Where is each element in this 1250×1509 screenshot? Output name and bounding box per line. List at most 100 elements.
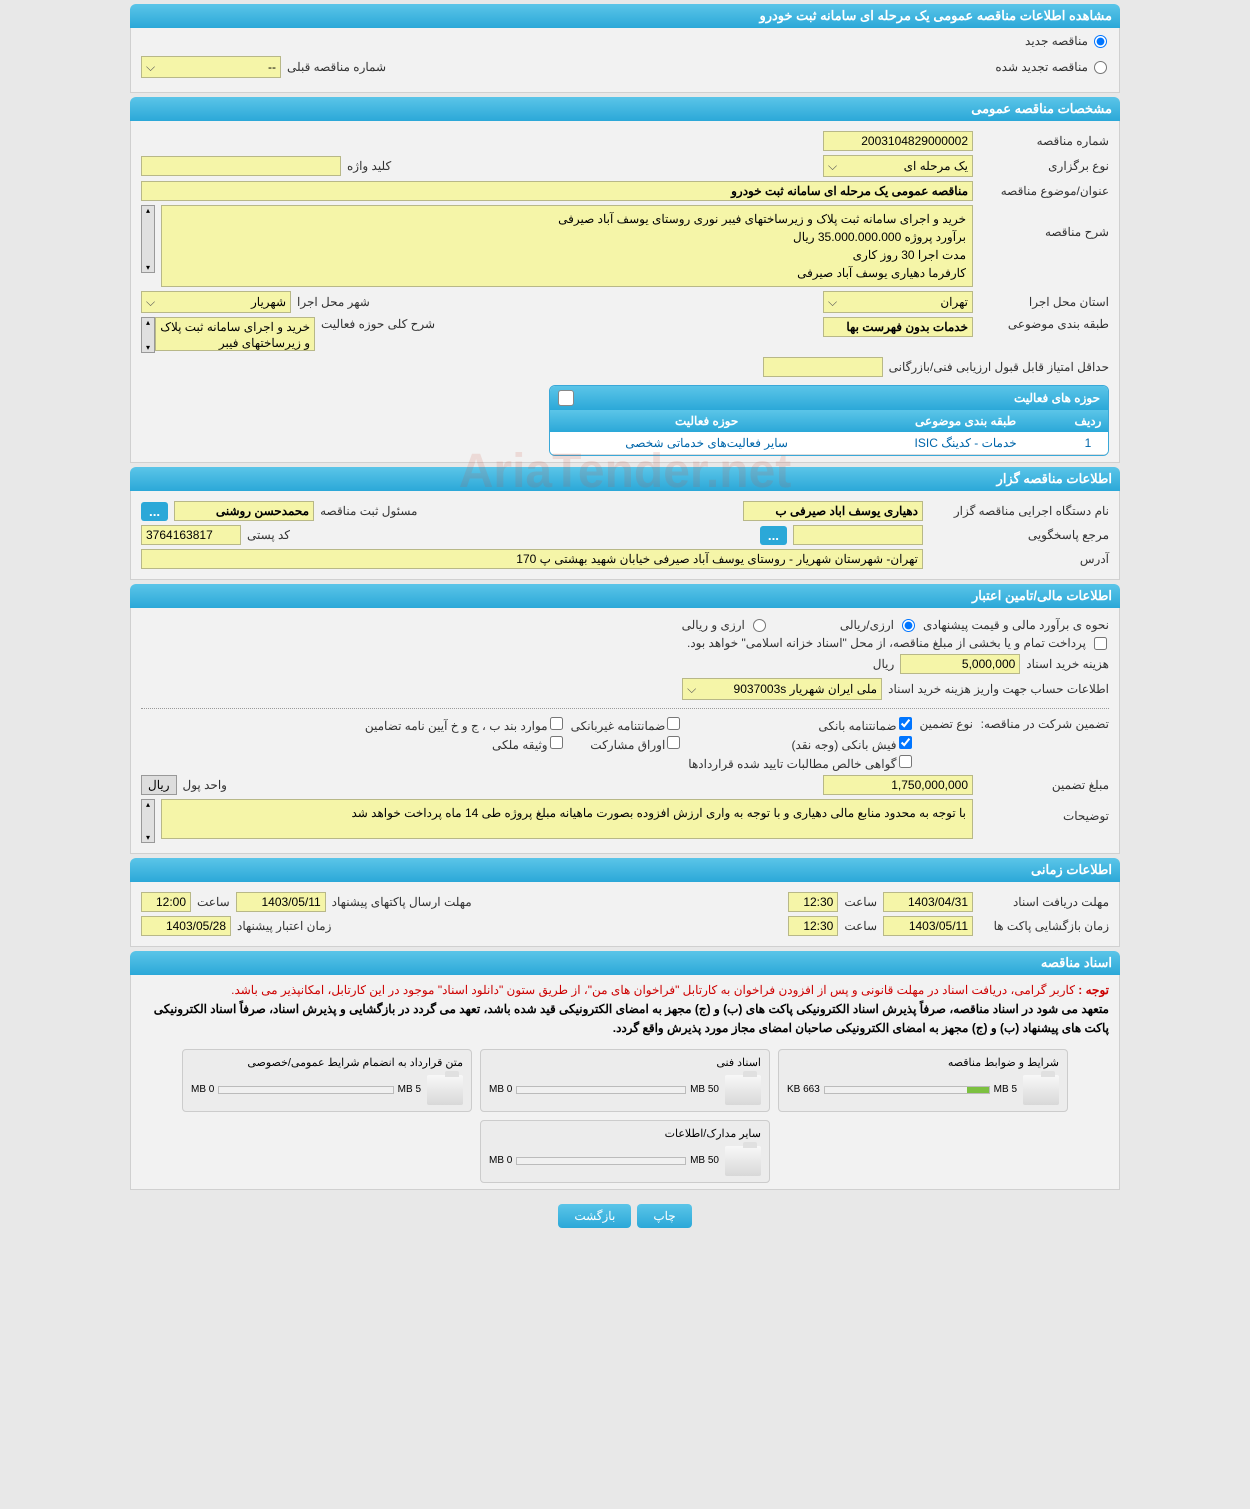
- time-label-2: ساعت: [197, 895, 230, 909]
- tender-no-field: 2003104829000002: [823, 131, 973, 151]
- payment-note-label: پرداخت تمام و یا بخشی از مبلغ مناقصه، از…: [687, 636, 1086, 650]
- cb-property[interactable]: [550, 736, 563, 749]
- est-method-label: نحوه ی برآورد مالی و قیمت پیشنهادی: [923, 618, 1109, 632]
- province-select[interactable]: تهران: [823, 291, 973, 313]
- keyword-field[interactable]: [141, 156, 341, 176]
- desc-label: شرح مناقصه: [979, 205, 1109, 239]
- postal-label: کد پستی: [247, 528, 290, 542]
- guarantee-label: تضمین شرکت در مناقصه:: [979, 717, 1109, 731]
- activity-scrollbar[interactable]: ▴▾: [141, 317, 155, 353]
- radio-rial-label: ارزی/ریالی: [840, 618, 894, 632]
- contact-lookup-button[interactable]: ...: [760, 526, 787, 545]
- doc-used: 0 MB: [191, 1084, 214, 1095]
- cb-cash[interactable]: [899, 736, 912, 749]
- section-issuer-header: اطلاعات مناقصه گزار: [130, 467, 1120, 491]
- doc-total: 50 MB: [690, 1155, 719, 1166]
- radio-renewed-tender[interactable]: [1094, 61, 1107, 74]
- back-button[interactable]: بازگشت: [558, 1204, 631, 1228]
- validity-date: 1403/05/28: [141, 916, 231, 936]
- opening-label: زمان بازگشایی پاکت ها: [979, 919, 1109, 933]
- activity-desc-label: شرح کلی حوزه فعالیت: [321, 317, 435, 331]
- cb-bonds[interactable]: [667, 736, 680, 749]
- opening-time: 12:30: [788, 916, 838, 936]
- print-button[interactable]: چاپ: [637, 1204, 691, 1228]
- currency-unit-label: واحد پول: [183, 778, 227, 792]
- receipt-time: 12:30: [788, 892, 838, 912]
- currency-unit-value: ریال: [141, 775, 177, 795]
- org-field: دهیاری یوسف اباد صیرفی ب: [743, 501, 923, 521]
- city-select[interactable]: شهریار: [141, 291, 291, 313]
- guarantee-type-label: نوع تضمین: [920, 717, 973, 731]
- subject-label: عنوان/موضوع مناقصه: [979, 184, 1109, 198]
- category-field: خدمات بدون فهرست بها: [823, 317, 973, 337]
- cb-clauses-label: موارد بند ب ، ج و خ آیین نامه تضامین: [365, 719, 548, 733]
- progress-bar: [516, 1086, 686, 1094]
- radio-new-tender[interactable]: [1094, 35, 1107, 48]
- cell-activity: سایر فعالیت‌های خدماتی شخصی: [550, 432, 863, 455]
- doc-cost-field: 5,000,000: [900, 654, 1020, 674]
- reg-resp-field: محمدحسن روشنی: [174, 501, 314, 521]
- activity-table: ردیف طبقه بندی موضوعی حوزه فعالیت 1 خدما…: [550, 410, 1108, 455]
- remarks-field[interactable]: با توجه به محدود منابع مالی دهیاری و با …: [161, 799, 973, 839]
- reg-resp-lookup-button[interactable]: ...: [141, 502, 168, 521]
- cb-nonbank[interactable]: [667, 717, 680, 730]
- doc-used: 0 MB: [489, 1155, 512, 1166]
- radio-both[interactable]: [753, 619, 766, 632]
- reg-resp-label: مسئول ثبت مناقصه: [320, 504, 417, 518]
- doc-total: 5 MB: [398, 1084, 421, 1095]
- doc-title: متن قرارداد به انضمام شرایط عمومی/خصوصی: [191, 1056, 463, 1069]
- guarantee-amount-field: 1,750,000,000: [823, 775, 973, 795]
- prev-tender-select[interactable]: --: [141, 56, 281, 78]
- doc-total: 50 MB: [690, 1084, 719, 1095]
- time-label-3: ساعت: [844, 919, 877, 933]
- radio-new-label: مناقصه جدید: [1025, 34, 1088, 48]
- desc-scrollbar[interactable]: ▴▾: [141, 205, 155, 273]
- min-score-field[interactable]: [763, 357, 883, 377]
- section-documents-header: اسناد مناقصه: [130, 951, 1120, 975]
- remarks-label: توضیحات: [979, 799, 1109, 823]
- folder-icon[interactable]: [1023, 1075, 1059, 1105]
- type-select[interactable]: یک مرحله ای: [823, 155, 973, 177]
- folder-icon[interactable]: [725, 1075, 761, 1105]
- cb-cash-label: فیش بانکی (وجه نقد): [792, 738, 897, 752]
- cb-receipts-label: گواهی خالص مطالبات تایید شده قراردادها: [688, 757, 896, 771]
- th-activity: حوزه فعالیت: [550, 410, 863, 432]
- document-box: متن قرارداد به انضمام شرایط عمومی/خصوصی 5…: [182, 1049, 472, 1112]
- envelope-deadline-label: مهلت ارسال پاکتهای پیشنهاد: [332, 895, 472, 909]
- receipt-date: 1403/04/31: [883, 892, 973, 912]
- main-title: مشاهده اطلاعات مناقصه عمومی یک مرحله ای …: [130, 4, 1120, 28]
- folder-icon[interactable]: [427, 1075, 463, 1105]
- cb-nonbank-label: ضمانتنامه غیربانکی: [571, 719, 666, 733]
- receipt-deadline-label: مهلت دریافت اسناد: [979, 895, 1109, 909]
- radio-both-label: ارزی و ریالی: [682, 618, 745, 632]
- section-timing-header: اطلاعات زمانی: [130, 858, 1120, 882]
- doc-total: 5 MB: [994, 1084, 1017, 1095]
- section-general-header: مشخصات مناقصه عمومی: [130, 97, 1120, 121]
- doc-title: اسناد فنی: [489, 1056, 761, 1069]
- desc-textarea[interactable]: خرید و اجرای سامانه ثبت پلاک و زیرساختها…: [161, 205, 973, 287]
- table-row: 1 خدمات - کدینگ ISIC سایر فعالیت‌های خدم…: [550, 432, 1108, 455]
- folder-icon[interactable]: [725, 1146, 761, 1176]
- progress-bar: [824, 1086, 990, 1094]
- cb-bonds-label: اوراق مشارکت: [590, 738, 665, 752]
- cb-bank-guarantee[interactable]: [899, 717, 912, 730]
- account-select[interactable]: ملی ایران شهریار 9037003s: [682, 678, 882, 700]
- subject-field: مناقصه عمومی یک مرحله ای سامانه ثبت خودر…: [141, 181, 973, 201]
- city-label: شهر محل اجرا: [297, 295, 370, 309]
- remarks-scrollbar[interactable]: ▴▾: [141, 799, 155, 843]
- cb-property-label: وثیقه ملکی: [492, 738, 548, 752]
- collapse-icon[interactable]: ▴: [558, 390, 574, 406]
- min-score-label: حداقل امتیاز قابل قبول ارزیابی فنی/بازرگ…: [889, 360, 1109, 374]
- contact-field[interactable]: [793, 525, 923, 545]
- cb-receipts[interactable]: [899, 755, 912, 768]
- rial-unit: ریال: [873, 657, 895, 671]
- notice-line2: متعهد می شود در اسناد مناقصه، صرفاً پذیر…: [141, 1000, 1109, 1038]
- cb-clauses[interactable]: [550, 717, 563, 730]
- doc-title: سایر مدارک/اطلاعات: [489, 1127, 761, 1140]
- cb-bank-label: ضمانتنامه بانکی: [818, 719, 896, 733]
- radio-rial[interactable]: [902, 619, 915, 632]
- postal-field: 3764163817: [141, 525, 241, 545]
- payment-note-checkbox[interactable]: [1094, 637, 1107, 650]
- progress-bar: [218, 1086, 393, 1094]
- progress-bar: [516, 1157, 686, 1165]
